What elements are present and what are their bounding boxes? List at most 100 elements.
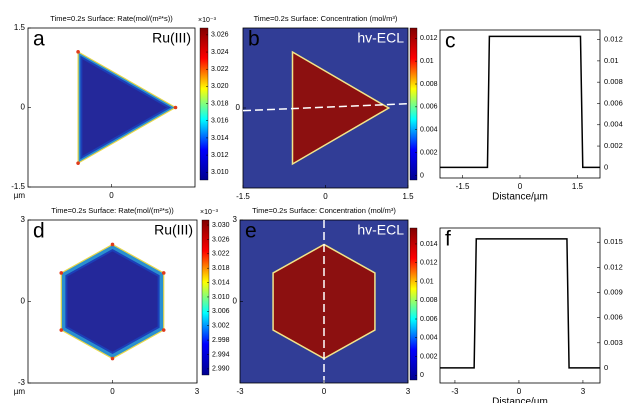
- y-tick-label: 0.008: [604, 77, 623, 86]
- field-shape: [65, 249, 160, 354]
- y-tick-label: 0.004: [604, 120, 623, 129]
- y-tick-label: 1.5: [14, 23, 26, 32]
- colorbar-tick-label: 0.004: [420, 335, 438, 342]
- plot-frame: [439, 29, 601, 179]
- field-shape: [80, 55, 172, 160]
- y-tick-label: 3: [21, 215, 26, 224]
- chart-title: Time=0.2s Surface: Concentration (mol/m³…: [254, 14, 398, 23]
- colorbar-tick-label: 3.014: [211, 135, 229, 142]
- colorbar-tick-label: 0.01: [420, 58, 434, 65]
- y-tick-label: 0.006: [604, 98, 623, 107]
- colorbar-tick-label: 3.010: [211, 169, 229, 176]
- colorbar-tick-label: 3.010: [212, 294, 230, 301]
- panel-letter: e: [245, 220, 257, 243]
- colorbar-tick-label: 3.030: [212, 222, 230, 229]
- vertex-hotspot: [110, 356, 115, 361]
- x-tick-label: 1.5: [402, 192, 414, 201]
- panel-label: hv-ECL: [357, 30, 404, 46]
- colorbar-tick-label: 0.008: [420, 297, 438, 304]
- x-axis-label: Distance/µm: [492, 397, 548, 403]
- colorbar-tick-label: 3.026: [212, 236, 230, 243]
- vertex-hotspot: [76, 50, 80, 54]
- vertex-hotspot: [173, 105, 178, 110]
- profile-line: [242, 102, 409, 112]
- colorbar: [199, 27, 209, 181]
- colorbar-tick-label: 0: [420, 172, 424, 179]
- colorbar-tick-label: 3.012: [211, 152, 229, 159]
- x-axis-label: Distance/µm: [492, 192, 548, 203]
- x-tick-label: 0: [109, 191, 114, 200]
- colorbar-multiplier: ×10⁻³: [200, 209, 219, 216]
- x-tick-label: -3: [236, 387, 244, 396]
- vertex-hotspot: [161, 328, 166, 332]
- x-tick-label: 0: [518, 182, 523, 191]
- panel-label: hv-ECL: [357, 222, 404, 238]
- colorbar-tick-label: 2.998: [212, 337, 230, 344]
- colorbar-tick-label: 0: [420, 372, 424, 379]
- panel-letter: f: [445, 228, 451, 251]
- vertex-hotspot: [59, 271, 64, 275]
- panel-label: Ru(III): [152, 30, 191, 46]
- y-tick-label: 0: [233, 297, 238, 306]
- colorbar-tick-label: 3.006: [212, 308, 230, 315]
- y-tick-label: 0.002: [604, 141, 623, 150]
- x-unit: µm: [14, 191, 26, 200]
- y-tick-label: 0: [21, 103, 26, 112]
- y-tick-label: 0: [236, 103, 241, 112]
- x-unit: µm: [14, 387, 26, 396]
- colorbar-tick-label: 3.014: [212, 279, 230, 286]
- colorbar-multiplier: ×10⁻³: [198, 17, 217, 24]
- x-tick-label: 3: [406, 387, 411, 396]
- y-tick-label: 0.009: [604, 287, 623, 296]
- profile-curve: [440, 238, 600, 369]
- x-tick-label: 3: [195, 387, 200, 396]
- chart-title: Time=0.2s Surface: Rate(mol/(m²*s)): [50, 14, 173, 23]
- x-tick-label: 0: [322, 387, 327, 396]
- colorbar-tick-label: 3.002: [212, 323, 230, 330]
- x-tick-label: 0: [517, 387, 522, 396]
- x-tick-label: 0: [323, 192, 328, 201]
- plot-frame: [439, 227, 601, 384]
- colorbar: [201, 219, 210, 376]
- y-tick-label: 0.003: [604, 338, 623, 347]
- chart-title: Time=0.2s Surface: Concentration (mol/m³…: [252, 206, 396, 215]
- x-tick-label: -1.5: [236, 192, 250, 201]
- colorbar-tick-label: 2.994: [212, 351, 230, 358]
- y-tick-label: -3: [18, 378, 26, 387]
- y-tick-label: 0.012: [604, 262, 623, 271]
- y-tick-label: 0.01: [604, 56, 619, 65]
- panel-letter: b: [248, 28, 260, 51]
- x-tick-label: 1.5: [572, 182, 584, 191]
- panel-letter: a: [33, 28, 45, 51]
- colorbar-tick-label: 0.002: [420, 149, 438, 156]
- colorbar-tick-label: 3.016: [211, 118, 229, 125]
- colorbar-tick-label: 3.020: [211, 83, 229, 90]
- colorbar-tick-label: 3.024: [211, 49, 229, 56]
- y-tick-label: 0: [604, 363, 608, 372]
- colorbar-tick-label: 0.006: [420, 104, 438, 111]
- x-tick-label: -1.5: [456, 182, 470, 191]
- x-tick-label: -3: [451, 387, 459, 396]
- colorbar-tick-label: 0.008: [420, 81, 438, 88]
- colorbar-tick-label: 3.022: [211, 66, 229, 73]
- colorbar-tick-label: 2.990: [212, 366, 230, 373]
- colorbar-tick-label: 0.01: [420, 278, 434, 285]
- colorbar-tick-label: 3.022: [212, 251, 230, 258]
- y-tick-label: -1.5: [11, 182, 25, 191]
- panel-letter: d: [33, 220, 45, 243]
- y-tick-label: 0.015: [604, 237, 623, 246]
- y-tick-label: 0: [604, 162, 608, 171]
- profile-curve: [440, 35, 600, 169]
- colorbar-tick-label: 0.002: [420, 353, 438, 360]
- x-tick-label: 0: [110, 387, 115, 396]
- y-tick-label: 3: [233, 215, 238, 224]
- vertex-hotspot: [59, 328, 64, 332]
- vertex-hotspot: [76, 161, 80, 165]
- colorbar-tick-label: 0.012: [420, 260, 438, 267]
- y-tick-label: 0: [21, 297, 26, 306]
- panel-letter: c: [445, 30, 456, 53]
- vertex-hotspot: [110, 242, 115, 247]
- vertex-hotspot: [161, 271, 166, 275]
- y-tick-label: 0.012: [604, 35, 623, 44]
